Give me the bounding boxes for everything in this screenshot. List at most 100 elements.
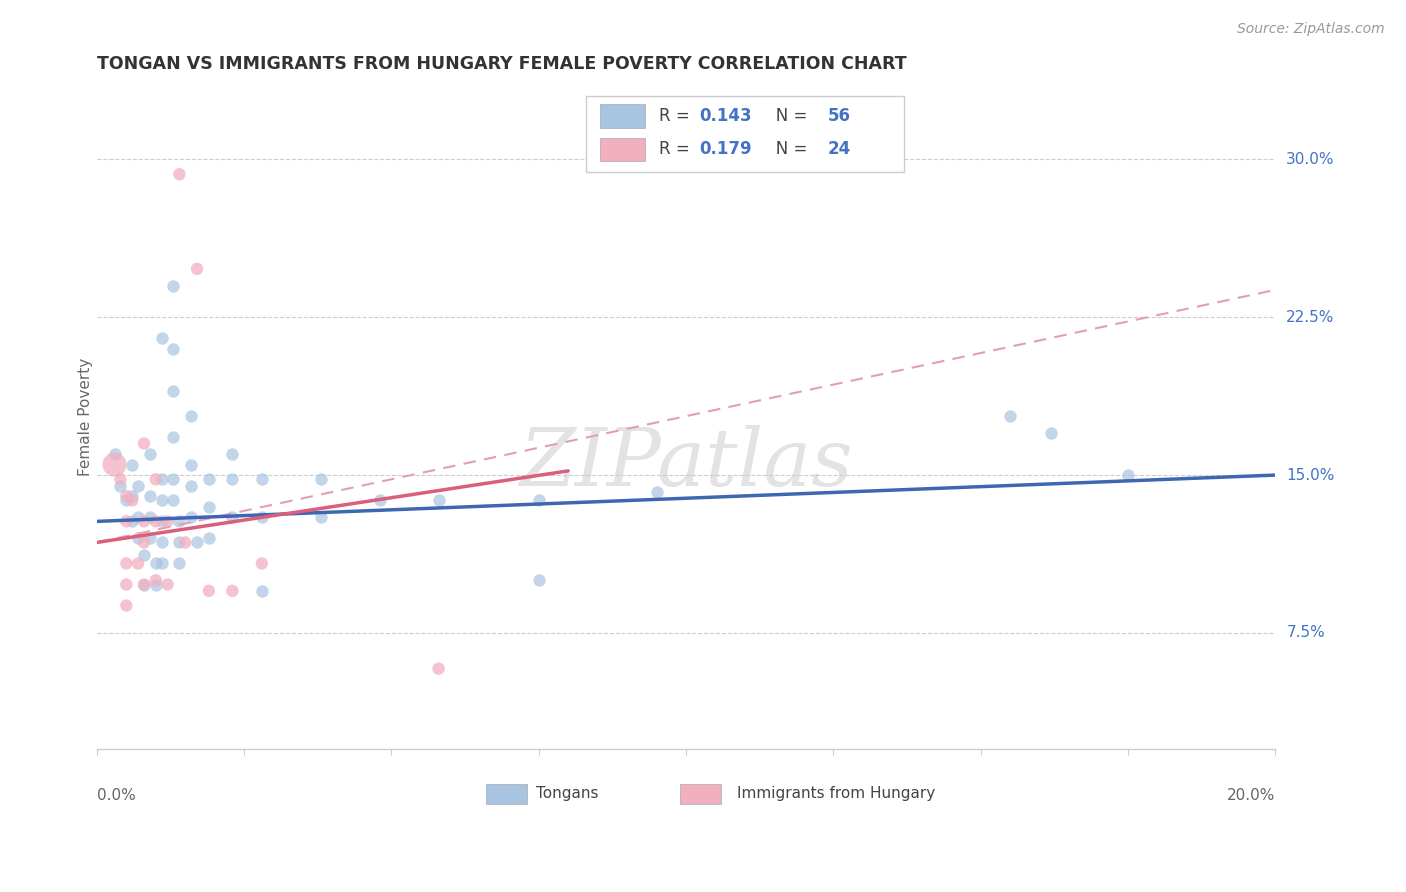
- Point: [1116, 468, 1139, 483]
- Point: [127, 510, 149, 524]
- Point: [139, 447, 162, 461]
- Point: [198, 500, 221, 514]
- Point: [186, 261, 208, 276]
- FancyBboxPatch shape: [586, 95, 904, 172]
- Point: [527, 574, 550, 588]
- Point: [115, 515, 138, 529]
- Text: 0.179: 0.179: [699, 140, 752, 159]
- Point: [180, 478, 202, 492]
- Point: [121, 493, 143, 508]
- Point: [145, 515, 167, 529]
- Point: [180, 458, 202, 472]
- Point: [150, 515, 173, 529]
- FancyBboxPatch shape: [600, 104, 645, 128]
- Text: N =: N =: [761, 107, 813, 125]
- Y-axis label: Female Poverty: Female Poverty: [79, 358, 93, 476]
- Point: [169, 515, 191, 529]
- Point: [115, 493, 138, 508]
- Point: [198, 472, 221, 486]
- FancyBboxPatch shape: [485, 784, 527, 804]
- Text: TONGAN VS IMMIGRANTS FROM HUNGARY FEMALE POVERTY CORRELATION CHART: TONGAN VS IMMIGRANTS FROM HUNGARY FEMALE…: [97, 55, 907, 73]
- Point: [139, 531, 162, 545]
- Point: [1040, 425, 1063, 440]
- Point: [132, 548, 155, 562]
- Text: R =: R =: [659, 140, 695, 159]
- Text: 15.0%: 15.0%: [1286, 467, 1334, 483]
- Point: [162, 278, 184, 293]
- Point: [427, 662, 450, 676]
- Point: [132, 577, 155, 591]
- Point: [998, 409, 1021, 424]
- Point: [309, 510, 332, 524]
- Point: [180, 409, 202, 424]
- Text: ZIPatlas: ZIPatlas: [519, 425, 853, 502]
- Point: [145, 472, 167, 486]
- Text: 0.143: 0.143: [699, 107, 752, 125]
- Point: [186, 535, 208, 549]
- Point: [132, 515, 155, 529]
- Text: 30.0%: 30.0%: [1286, 152, 1334, 167]
- Point: [103, 458, 125, 472]
- Point: [110, 472, 132, 486]
- Point: [156, 577, 179, 591]
- Text: 24: 24: [827, 140, 851, 159]
- Point: [250, 583, 273, 598]
- Point: [115, 577, 138, 591]
- Point: [180, 510, 202, 524]
- Point: [156, 515, 179, 529]
- Point: [250, 472, 273, 486]
- Point: [169, 535, 191, 549]
- Point: [110, 478, 132, 492]
- Point: [145, 577, 167, 591]
- Point: [162, 342, 184, 356]
- Point: [115, 599, 138, 613]
- FancyBboxPatch shape: [681, 784, 721, 804]
- Text: R =: R =: [659, 107, 695, 125]
- Point: [103, 447, 125, 461]
- Point: [127, 557, 149, 571]
- Text: Source: ZipAtlas.com: Source: ZipAtlas.com: [1237, 22, 1385, 37]
- Point: [221, 447, 243, 461]
- Point: [139, 510, 162, 524]
- Point: [162, 493, 184, 508]
- Point: [150, 493, 173, 508]
- Point: [527, 493, 550, 508]
- Point: [368, 493, 391, 508]
- Point: [645, 484, 668, 499]
- Point: [150, 557, 173, 571]
- Point: [162, 384, 184, 398]
- Point: [198, 583, 221, 598]
- Text: 0.0%: 0.0%: [97, 789, 135, 804]
- Text: 7.5%: 7.5%: [1286, 625, 1324, 640]
- Text: N =: N =: [761, 140, 813, 159]
- Text: 56: 56: [827, 107, 851, 125]
- FancyBboxPatch shape: [600, 137, 645, 161]
- Point: [250, 557, 273, 571]
- Point: [127, 478, 149, 492]
- Point: [221, 583, 243, 598]
- Point: [221, 472, 243, 486]
- Point: [145, 574, 167, 588]
- Text: 20.0%: 20.0%: [1227, 789, 1275, 804]
- Point: [121, 515, 143, 529]
- Point: [162, 430, 184, 444]
- Point: [145, 557, 167, 571]
- Point: [150, 535, 173, 549]
- Point: [162, 472, 184, 486]
- Point: [150, 472, 173, 486]
- Point: [121, 489, 143, 503]
- Text: Tongans: Tongans: [536, 786, 599, 801]
- Point: [169, 557, 191, 571]
- Point: [150, 331, 173, 345]
- Point: [132, 436, 155, 450]
- Point: [132, 535, 155, 549]
- Point: [115, 489, 138, 503]
- Point: [174, 535, 197, 549]
- Point: [427, 493, 450, 508]
- Point: [132, 577, 155, 591]
- Point: [198, 531, 221, 545]
- Text: Immigrants from Hungary: Immigrants from Hungary: [737, 786, 935, 801]
- Point: [139, 489, 162, 503]
- Text: 22.5%: 22.5%: [1286, 310, 1334, 325]
- Point: [309, 472, 332, 486]
